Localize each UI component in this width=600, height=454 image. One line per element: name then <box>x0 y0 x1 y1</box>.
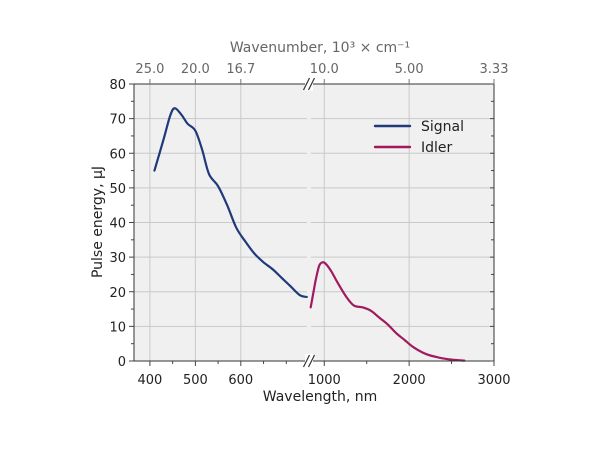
series-lines <box>153 107 466 362</box>
y-tick-label: 60 <box>109 147 126 162</box>
axis-break-mark <box>302 77 311 91</box>
legend-label-signal: Signal <box>421 119 464 135</box>
axis-break-mark <box>302 354 311 368</box>
x-tick-label: 400 <box>137 373 162 388</box>
y-axis-label: Pulse energy, µJ <box>90 166 106 278</box>
top-tick-label: 10.0 <box>310 62 339 77</box>
y-tick-label: 30 <box>109 251 126 266</box>
top-tick-label: 25.0 <box>135 62 164 77</box>
axis-break-gap <box>305 77 313 91</box>
x-tick-label: 500 <box>183 373 208 388</box>
y-tick-label: 10 <box>109 320 126 335</box>
axis-break-gap <box>305 354 313 368</box>
series-line-signal <box>153 107 308 299</box>
top-tick-label: 5.00 <box>395 62 424 77</box>
top-tick-label: 20.0 <box>181 62 210 77</box>
tick-labels: 0 10 20 30 40 50 60 70 80 400 500 600 1000 2000 3000 25… <box>109 62 510 388</box>
legend: Signal Idler <box>373 119 464 156</box>
axis-break-mark <box>307 354 316 368</box>
x-tick-label: 600 <box>228 373 253 388</box>
x-tick-label: 2000 <box>393 373 426 388</box>
legend-label-idler: Idler <box>421 140 453 156</box>
y-tick-label: 0 <box>118 355 126 370</box>
x-tick-label: 1000 <box>308 373 341 388</box>
y-tick-label: 40 <box>109 217 126 232</box>
top-axis-label: Wavenumber, 10³ × cm⁻¹ <box>230 40 410 56</box>
tick-marks <box>129 79 495 366</box>
top-tick-label: 16.7 <box>226 62 255 77</box>
y-tick-label: 20 <box>109 286 126 301</box>
top-tick-label: 3.33 <box>480 62 509 77</box>
x-axis-label: Wavelength, nm <box>263 389 377 405</box>
axis-break-mark <box>307 77 316 91</box>
x-tick-label: 3000 <box>477 373 510 388</box>
y-tick-label: 70 <box>109 113 126 128</box>
y-tick-label: 80 <box>109 78 126 93</box>
series-line-idler <box>309 261 466 362</box>
y-tick-label: 50 <box>109 182 126 197</box>
